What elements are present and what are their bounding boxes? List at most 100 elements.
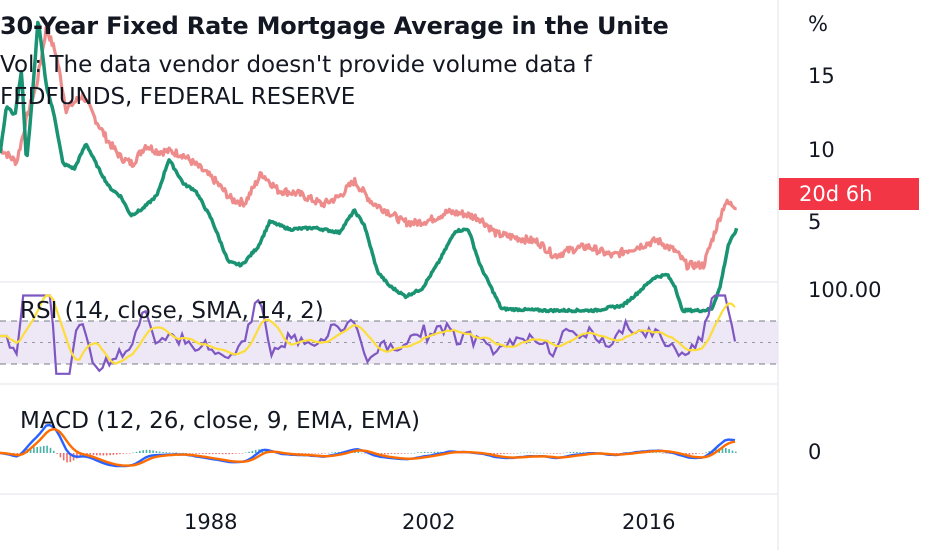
x-tick-label: 1988 <box>184 510 238 534</box>
macd-histogram-bar <box>384 453 386 455</box>
macd-histogram-bar <box>198 453 201 454</box>
macd-histogram-bar <box>691 453 694 455</box>
macd-histogram-bar <box>539 452 542 454</box>
macd-histogram-bar <box>403 453 406 454</box>
x-tick-label: 2016 <box>622 510 676 534</box>
macd-histogram-bar <box>122 453 125 454</box>
macd-histogram-bar <box>66 453 68 463</box>
rsi-tick-label: 100.00 <box>808 278 882 302</box>
macd-histogram-bar <box>324 453 326 454</box>
macd-tick-label: 0 <box>808 440 822 464</box>
macd-histogram-bar <box>79 453 82 457</box>
macd-histogram-bar <box>125 453 128 454</box>
macd-histogram-bar <box>102 453 105 456</box>
macd-histogram-bar <box>394 453 396 454</box>
macd-histogram-bar <box>400 453 403 454</box>
volume-note: Vol: The data vendor doesn't provide vol… <box>0 52 592 78</box>
macd-histogram-bar <box>685 453 687 455</box>
macd-histogram-bar <box>427 452 429 453</box>
macd-histogram-bar <box>380 453 383 455</box>
macd-histogram-bar <box>397 453 399 454</box>
rsi-ma-line <box>0 294 736 365</box>
macd-histogram-bar <box>334 452 336 453</box>
macd-histogram-bar <box>119 453 121 455</box>
macd-histogram-bar <box>688 453 691 455</box>
rsi-indicator-label[interactable]: RSI (14, close, SMA, 14, 2) <box>20 298 324 324</box>
macd-histogram-bar <box>182 452 184 454</box>
macd-histogram-bar <box>357 451 360 453</box>
macd-histogram-bar <box>731 450 734 453</box>
macd-histogram-bar <box>139 450 141 453</box>
macd-histogram-bar <box>231 453 234 454</box>
macd-histogram-bar <box>208 453 211 455</box>
macd-histogram-bar <box>387 453 389 455</box>
macd-histogram-bar <box>129 453 131 454</box>
macd-histogram-bar <box>205 453 207 454</box>
macd-histogram-bar <box>526 452 528 453</box>
y-tick-label: 5 <box>808 210 822 234</box>
macd-histogram-bar <box>225 453 227 455</box>
macd-histogram-bar <box>549 453 552 454</box>
macd-histogram-bar <box>195 453 197 454</box>
macd-indicator-label[interactable]: MACD (12, 26, close, 9, EMA, EMA) <box>20 408 420 434</box>
macd-histogram-bar <box>546 453 548 454</box>
macd-histogram-bar <box>410 453 413 454</box>
macd-histogram-bar <box>536 452 538 454</box>
macd-histogram-bar <box>496 453 499 455</box>
macd-histogram-bar <box>513 453 515 454</box>
macd-histogram-bar <box>559 453 562 454</box>
macd-histogram-bar <box>69 453 72 462</box>
macd-histogram-bar <box>301 453 303 454</box>
chart-title: 30-Year Fixed Rate Mortgage Average in t… <box>0 12 669 40</box>
macd-histogram-bar <box>430 452 432 453</box>
macd-histogram-bar <box>576 452 578 453</box>
macd-histogram-bar <box>235 453 237 454</box>
macd-histogram-bar <box>579 452 581 453</box>
macd-histogram-bar <box>112 453 115 455</box>
chart-series <box>0 20 739 468</box>
macd-histogram-bar <box>314 453 317 454</box>
macd-histogram-bar <box>145 449 148 453</box>
macd-histogram-bar <box>49 447 52 453</box>
macd-histogram-bar <box>542 452 545 454</box>
macd-histogram-bar <box>360 452 363 454</box>
macd-histogram-bar <box>655 452 658 454</box>
source-label: FEDFUNDS, FEDERAL RESERVE <box>0 84 356 110</box>
macd-histogram-bar <box>390 453 393 454</box>
macd-histogram-bar <box>503 453 505 454</box>
macd-histogram-bar <box>698 453 701 454</box>
macd-histogram-bar <box>615 453 618 454</box>
macd-histogram-bar <box>188 453 191 454</box>
macd-histogram-bar <box>499 453 502 455</box>
macd-histogram-bar <box>36 447 38 453</box>
macd-histogram-bar <box>62 453 65 461</box>
macd-histogram-bar <box>96 453 98 456</box>
macd-histogram-bar <box>162 452 164 453</box>
macd-histogram-bar <box>218 453 221 454</box>
macd-histogram-bar <box>39 446 42 453</box>
unit-label: % <box>808 12 828 36</box>
macd-histogram-bar <box>662 453 664 454</box>
macd-histogram-bar <box>493 453 495 455</box>
macd-histogram-bar <box>241 453 244 454</box>
macd-histogram-bar <box>221 453 224 455</box>
macd-histogram-bar <box>53 450 55 453</box>
macd-histogram-bar <box>56 453 58 454</box>
macd-histogram-bar <box>165 452 168 453</box>
macd-histogram-bar <box>423 451 426 453</box>
macd-histogram-bar <box>132 452 134 454</box>
series-line-fedfunds <box>0 20 739 314</box>
macd-histogram-bar <box>238 453 240 454</box>
macd-histogram-bar <box>506 453 509 454</box>
macd-histogram-bar <box>569 452 571 453</box>
macd-histogram-bar <box>523 452 525 454</box>
macd-histogram-bar <box>142 450 144 453</box>
macd-histogram-bar <box>705 452 707 453</box>
macd-histogram-bar <box>417 452 419 453</box>
macd-histogram-bar <box>665 453 667 454</box>
macd-histogram-bar <box>59 453 62 458</box>
macd-histogram-bar <box>582 452 585 453</box>
macd-histogram-bar <box>298 453 300 454</box>
macd-histogram-bar <box>311 453 313 454</box>
